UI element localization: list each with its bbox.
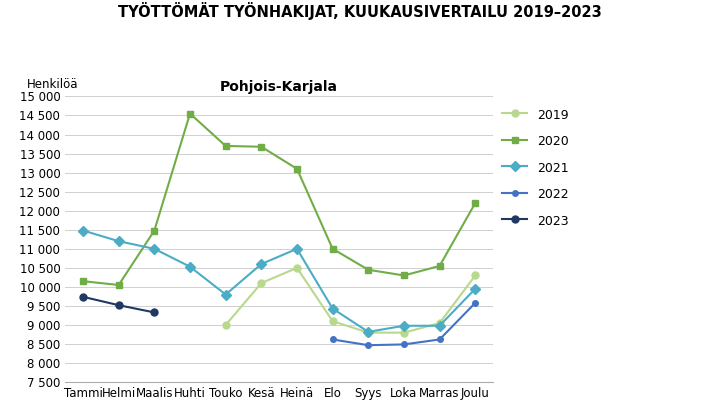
Text: Henkilöä: Henkilöä [27,78,78,91]
2020 [186,111,194,116]
2021 [150,247,158,251]
2020 [400,273,408,278]
Line: 2020: 2020 [80,110,479,288]
2022 [436,337,444,342]
2022 [471,300,480,305]
2020 [257,144,266,149]
2020 [471,200,480,205]
2023 [78,294,87,299]
Line: 2021: 2021 [80,227,479,335]
2019 [400,330,408,335]
Line: 2019: 2019 [222,264,479,336]
2020 [328,247,337,251]
2021 [400,323,408,328]
2019 [436,321,444,326]
2021 [471,286,480,291]
2020 [292,166,301,171]
2020 [436,264,444,269]
2021 [114,239,123,244]
2019 [257,281,266,286]
2020 [114,283,123,288]
Legend: 2019, 2020, 2021, 2022, 2023: 2019, 2020, 2021, 2022, 2023 [498,102,574,233]
2021 [328,306,337,311]
2020 [221,144,230,149]
2023 [150,310,158,315]
2022 [400,342,408,347]
Title: Pohjois-Karjala: Pohjois-Karjala [220,80,338,94]
2021 [221,292,230,297]
2022 [364,343,373,348]
2021 [186,264,194,269]
2023 [114,303,123,308]
2020 [150,228,158,233]
2019 [292,265,301,270]
2022 [328,337,337,342]
2019 [328,319,337,324]
2020 [78,279,87,284]
2021 [78,228,87,233]
Line: 2023: 2023 [80,293,158,316]
Text: TYÖTTÖMÄT TYÖNHAKIJAT, KUUKAUSIVERTAILU 2019–2023: TYÖTTÖMÄT TYÖNHAKIJAT, KUUKAUSIVERTAILU … [118,2,602,20]
2020 [364,267,373,272]
2019 [221,322,230,327]
2021 [436,323,444,328]
Line: 2022: 2022 [330,300,478,348]
2021 [364,330,373,334]
2021 [257,261,266,266]
2019 [471,273,480,278]
2021 [292,247,301,251]
2019 [364,330,373,335]
